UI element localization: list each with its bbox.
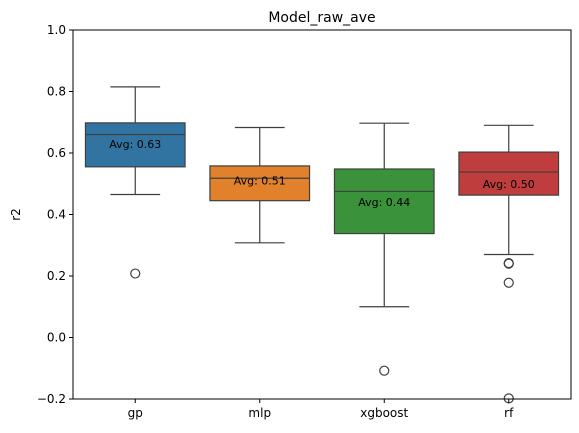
avg-label: Avg: 0.50: [483, 178, 535, 191]
x-tick-label: mlp: [248, 406, 271, 420]
y-tick-label: −0.2: [37, 392, 66, 406]
box-gp: Avg: 0.63: [84, 86, 186, 279]
outlier-point: [503, 258, 514, 269]
box-iqr: [84, 122, 186, 168]
plot-frame: [72, 29, 572, 400]
box-iqr: [209, 165, 311, 202]
y-tick-label: 0.0: [47, 331, 66, 345]
avg-label: Avg: 0.63: [109, 138, 161, 151]
avg-label: Avg: 0.51: [234, 175, 286, 188]
chart-title: Model_raw_ave: [268, 10, 375, 26]
x-tick-label: gp: [128, 406, 143, 420]
y-tick-label: 0.6: [47, 146, 66, 160]
y-axis-label: r2: [9, 208, 23, 221]
x-axis: gp mlp xgboost rf: [128, 399, 514, 420]
x-tick-label: xgboost: [360, 406, 408, 420]
box-iqr: [458, 151, 560, 196]
box-xgboost: Avg: 0.44: [333, 122, 435, 376]
box-rf: Avg: 0.50: [458, 124, 560, 404]
outlier-point: [130, 268, 141, 279]
outlier-point: [379, 365, 390, 376]
outlier-point: [503, 277, 514, 288]
y-axis: −0.2 0.0 0.2 0.4 0.6 0.8 1.0: [37, 23, 73, 406]
y-tick-label: 1.0: [47, 23, 66, 37]
avg-label: Avg: 0.44: [358, 196, 410, 209]
y-tick-label: 0.2: [47, 269, 66, 283]
box-mlp: Avg: 0.51: [209, 126, 311, 244]
y-tick-label: 0.8: [47, 85, 66, 99]
x-tick-label: rf: [504, 406, 514, 420]
box-iqr: [333, 168, 435, 235]
boxes-layer: Avg: 0.63 Avg: 0.51 Avg: 0.44 Avg: 0.50: [84, 86, 560, 404]
y-tick-label: 0.4: [47, 208, 66, 222]
